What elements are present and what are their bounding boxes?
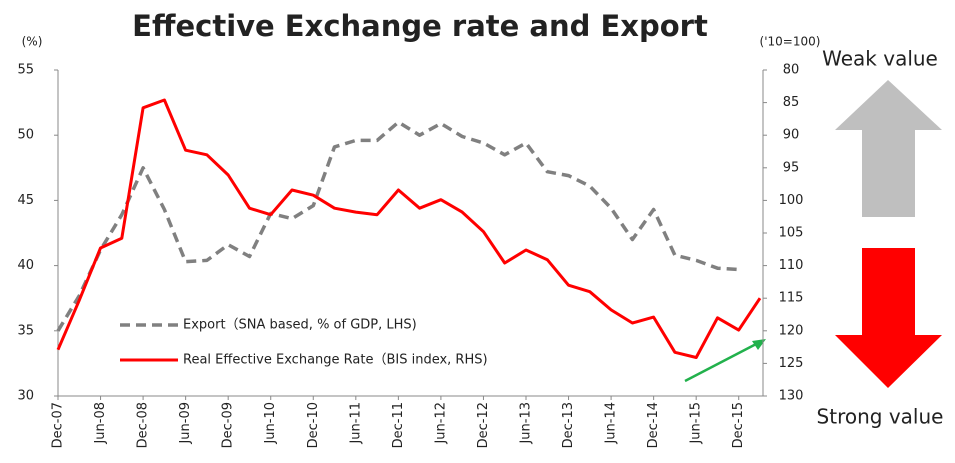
y2-tick-label: 110 xyxy=(779,258,804,273)
x-tick-label: Jun-12 xyxy=(433,402,448,445)
series-line xyxy=(56,98,762,359)
x-tick-label: Jun-11 xyxy=(348,402,363,445)
y2-tick-label: 105 xyxy=(779,226,804,241)
x-tick-label: Jun-10 xyxy=(263,402,278,445)
weak-label: Weak value xyxy=(822,47,938,71)
x-tick-label: Dec-13 xyxy=(561,402,576,448)
y2-tick-label: 100 xyxy=(779,193,804,208)
x-tick-label: Dec-07 xyxy=(51,402,66,448)
x-tick-label: Jun-08 xyxy=(93,402,108,445)
x-tick-label: Dec-12 xyxy=(476,402,491,448)
y2-tick-label: 130 xyxy=(779,389,804,404)
x-tick-label: Dec-14 xyxy=(646,402,661,448)
y2-tick-label: 120 xyxy=(779,323,804,338)
y-tick-label: 55 xyxy=(17,63,34,78)
y-tick-label: 50 xyxy=(17,128,34,143)
x-tick-label: Jun-13 xyxy=(519,402,534,445)
strong-arrow xyxy=(835,248,942,388)
y-tick-label: 40 xyxy=(17,258,34,273)
y-tick-label: 45 xyxy=(17,193,34,208)
x-tick-label: Jun-15 xyxy=(689,402,704,445)
x-tick-label: Jun-14 xyxy=(604,402,619,445)
y2-tick-label: 125 xyxy=(779,356,804,371)
trend-arrow xyxy=(684,340,761,383)
y2-tick-label: 95 xyxy=(783,160,800,175)
x-tick-label: Jun-09 xyxy=(178,402,193,445)
weak-arrow xyxy=(835,80,942,217)
y2-tick-label: 85 xyxy=(783,95,800,110)
left-axis-unit: (%) xyxy=(22,35,43,49)
y-tick-label: 35 xyxy=(17,323,34,338)
x-tick-label: Dec-15 xyxy=(731,402,746,448)
y-tick-label: 30 xyxy=(17,389,34,404)
series-line xyxy=(56,120,739,332)
strong-label: Strong value xyxy=(817,405,944,429)
legend-label: Export（SNA based, % of GDP, LHS) xyxy=(183,318,417,333)
y2-tick-label: 115 xyxy=(779,291,804,306)
y2-tick-label: 90 xyxy=(783,128,800,143)
x-tick-label: Dec-09 xyxy=(221,402,236,448)
right-axis-unit: ('10=100) xyxy=(760,35,821,49)
x-tick-label: Dec-08 xyxy=(136,402,151,448)
chart-title: Effective Exchange rate and Export xyxy=(132,9,708,43)
y2-tick-label: 80 xyxy=(783,63,800,78)
x-tick-label: Dec-10 xyxy=(306,402,321,448)
x-tick-label: Dec-11 xyxy=(391,402,406,448)
legend-label: Real Effective Exchange Rate（BIS index, … xyxy=(183,353,488,368)
